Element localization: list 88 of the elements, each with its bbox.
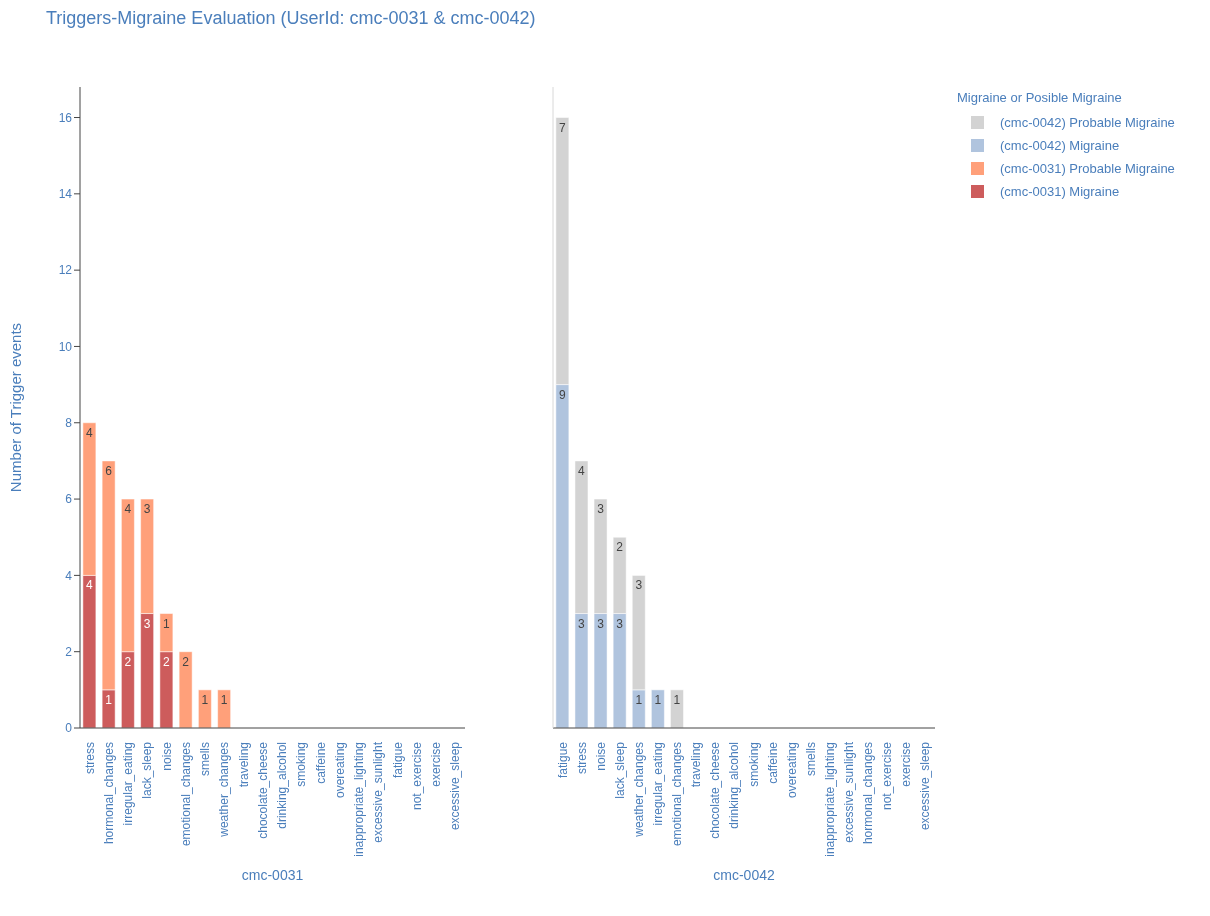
bar: [670, 689, 684, 728]
x-tick-label: not_exercise: [409, 741, 424, 811]
y-tick-label: 16: [58, 110, 73, 125]
data-label: 2: [616, 540, 624, 555]
bar: [651, 689, 665, 728]
x-tick-label: excessive_sleep: [918, 741, 933, 831]
data-label: 1: [163, 616, 171, 631]
x-tick-label: overeating: [332, 742, 347, 799]
data-label: 1: [673, 692, 681, 707]
legend-label: (cmc-0042) Migraine: [1000, 138, 1120, 153]
y-tick-label: 6: [65, 492, 73, 507]
x-tick-label: excessive_sunlight: [371, 741, 386, 843]
y-axis-title: Number of Trigger events: [7, 322, 25, 493]
x-tick-label: emotional_changes: [178, 742, 193, 847]
data-label: 3: [635, 578, 643, 593]
x-tick-label: weather_changes: [631, 742, 646, 838]
x-tick-label: traveling: [236, 742, 251, 788]
data-label: 1: [654, 692, 662, 707]
x-tick-label: stress: [82, 742, 97, 775]
data-label: 3: [616, 616, 624, 631]
x-tick-label: exercise: [429, 741, 444, 787]
x-tick-label: chocolate_cheese: [255, 741, 270, 839]
data-label: 4: [124, 502, 132, 517]
x-tick-label: smoking: [294, 742, 309, 787]
x-tick-label: exercise: [899, 741, 914, 787]
data-label: 2: [124, 654, 132, 669]
data-label: 3: [143, 616, 151, 631]
data-label: 4: [86, 578, 94, 593]
y-tick-label: 14: [58, 187, 73, 202]
y-tick-label: 8: [65, 416, 73, 431]
data-label: 1: [105, 692, 113, 707]
data-label: 1: [220, 692, 228, 707]
legend-label: (cmc-0031) Probable Migraine: [1000, 161, 1175, 176]
data-label: 1: [201, 692, 209, 707]
x-tick-label: overeating: [784, 742, 799, 799]
x-tick-label: chocolate_cheese: [708, 741, 723, 839]
x-tick-label: noise: [593, 741, 608, 771]
data-label: 4: [86, 425, 94, 440]
y-tick-label: 4: [65, 568, 73, 583]
data-label: 7: [559, 120, 567, 135]
x-tick-label: irregular_eating: [121, 742, 136, 826]
legend-label: (cmc-0042) Probable Migraine: [1000, 115, 1175, 130]
x-tick-label: emotional_changes: [670, 742, 685, 847]
x-tick-label: excessive_sunlight: [842, 741, 857, 843]
x-tick-label: traveling: [689, 742, 704, 788]
data-label: 2: [182, 654, 190, 669]
x-axis-title: cmc-0031: [241, 867, 304, 883]
x-tick-label: fatigue: [390, 741, 405, 779]
x-tick-label: inappropriate_lighting: [822, 742, 837, 857]
bar: [198, 689, 212, 728]
data-label: 1: [635, 692, 643, 707]
x-axis-title: cmc-0042: [713, 867, 775, 883]
data-label: 3: [597, 616, 605, 631]
data-label: 2: [163, 654, 171, 669]
y-tick-label: 2: [65, 644, 73, 659]
x-tick-label: excessive_sleep: [448, 741, 463, 831]
x-tick-label: irregular_eating: [651, 742, 666, 826]
data-label: 6: [105, 463, 113, 478]
x-tick-label: stress: [574, 742, 589, 775]
x-tick-label: drinking_alcohol: [275, 742, 290, 829]
y-tick-label: 0: [65, 721, 73, 736]
bar: [178, 651, 193, 728]
legend-title: Migraine or Posible Migraine: [957, 90, 1123, 105]
x-tick-label: inappropriate_lighting: [352, 742, 367, 857]
data-label: 3: [578, 616, 586, 631]
x-tick-label: lack_sleep: [140, 741, 155, 799]
data-label: 9: [559, 387, 567, 402]
x-tick-label: caffeine: [765, 741, 780, 784]
x-tick-label: not_exercise: [880, 741, 895, 811]
x-tick-label: weather_changes: [217, 742, 232, 838]
y-tick-label: 12: [58, 263, 73, 278]
x-tick-label: smells: [198, 742, 213, 777]
x-tick-label: caffeine: [313, 741, 328, 784]
x-tick-label: hormonal_changes: [101, 742, 116, 845]
y-tick-label: 10: [58, 339, 73, 354]
data-label: 4: [578, 463, 586, 478]
x-tick-label: fatigue: [555, 741, 570, 779]
bar: [217, 689, 231, 728]
x-tick-label: drinking_alcohol: [727, 742, 742, 829]
x-tick-label: noise: [159, 741, 174, 771]
chart-title: Triggers-Migraine Evaluation (UserId: cmc-0031 & cmc-0042): [46, 8, 536, 28]
x-tick-label: lack_sleep: [612, 741, 627, 799]
x-tick-label: smells: [803, 742, 818, 777]
x-tick-label: smoking: [746, 742, 761, 787]
legend-label: (cmc-0031) Migraine: [1000, 184, 1120, 199]
x-tick-label: hormonal_changes: [861, 742, 876, 845]
data-label: 3: [143, 502, 151, 517]
data-label: 3: [597, 502, 605, 517]
